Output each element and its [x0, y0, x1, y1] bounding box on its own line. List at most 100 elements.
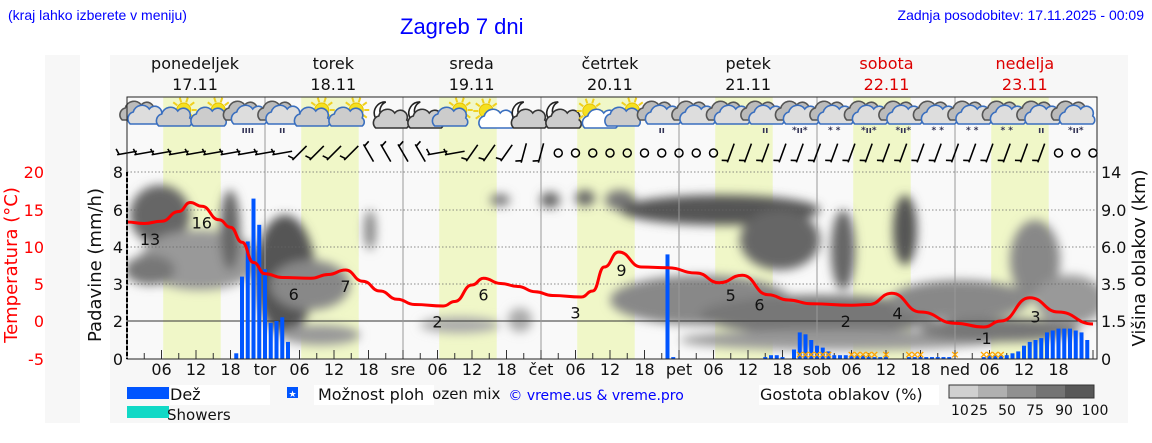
- temperature-label: 3: [1030, 308, 1040, 327]
- wind-barb-icon: [790, 143, 804, 163]
- sun-cloud-icon: [473, 98, 515, 129]
- x-tick-label: 06: [289, 360, 309, 379]
- wind-feather: [443, 148, 448, 155]
- day-name: sobota: [859, 54, 914, 73]
- sun-ray: [327, 101, 333, 107]
- cloud-height-tick-label: 0: [1101, 350, 1111, 369]
- cloud-shape: [1058, 104, 1096, 125]
- rain-bar: [981, 357, 986, 359]
- wind-shaft: [795, 143, 804, 163]
- wind-barb-icon: [461, 144, 479, 162]
- light-rain-icon: ıı: [740, 100, 785, 136]
- sun-ray: [448, 101, 454, 107]
- wind-feather: [515, 159, 522, 162]
- rain-bar: [861, 355, 865, 359]
- cloud-height-tick-label: 1.5: [1101, 312, 1126, 331]
- wind-shaft: [985, 143, 994, 163]
- wind-feather: [1014, 159, 1022, 162]
- rain-bar: [912, 357, 917, 359]
- page-title: Zagreb 7 dni: [400, 14, 524, 39]
- wind-barb-icon: [532, 143, 545, 163]
- wind-shaft: [1002, 143, 1011, 163]
- cloud-density-swatch: [1007, 385, 1036, 398]
- frozen-mix-marker: ×: [818, 348, 827, 361]
- rain-bar: [820, 347, 825, 359]
- wind-feather: [415, 140, 422, 147]
- precip-glyph: ıı: [1038, 126, 1044, 136]
- wind-barb-icon: [339, 145, 359, 161]
- wind-barb-icon: [945, 143, 960, 163]
- wind-shaft: [427, 150, 448, 156]
- wind-shaft: [1019, 143, 1029, 163]
- sun-ray: [465, 101, 471, 107]
- calm-wind-icon: [588, 148, 598, 158]
- cloud-density-tick: 10: [951, 403, 969, 419]
- sun-ray: [578, 114, 584, 120]
- wind-feather: [398, 140, 404, 147]
- wind-feather: [807, 159, 815, 162]
- wind-barb-icon: [756, 143, 770, 163]
- precip-glyph: *ıı*: [861, 126, 877, 136]
- daylight-band: [439, 97, 497, 359]
- sun-ray: [475, 114, 481, 120]
- wind-shaft: [916, 143, 925, 163]
- sleet-icon: *ıı*: [1050, 100, 1096, 136]
- rain-bar: [838, 355, 842, 359]
- sleet-icon: *ıı*: [843, 100, 889, 136]
- cloudy-icon: [705, 100, 751, 125]
- rain-bar: [855, 355, 860, 359]
- wind-shaft: [220, 150, 241, 156]
- rain-bar: [924, 357, 929, 359]
- showers-legend-label: Showers: [167, 406, 231, 424]
- wind-barb-icon: [380, 140, 392, 163]
- rain-bar: [792, 349, 796, 359]
- day-name: četrtek: [581, 54, 639, 73]
- moon-cloud-icon: [372, 101, 410, 129]
- wind-barb-icon: [495, 144, 513, 162]
- sun-ray: [578, 102, 584, 108]
- rain-bar: [240, 276, 244, 359]
- cloud-shape: [328, 106, 365, 127]
- frozen-mix-marker: ×: [991, 348, 1000, 361]
- sun-ray: [316, 97, 321, 103]
- rain-bar: [1068, 328, 1072, 359]
- wind-feather: [1032, 159, 1039, 162]
- rain-bar: [809, 340, 814, 359]
- frozen-mix-marker: ×: [858, 348, 867, 361]
- rain-bar: [884, 357, 888, 359]
- region-hint-link[interactable]: (kraj lahko izberete v meniju): [8, 7, 187, 23]
- x-tick-label: 18: [1048, 360, 1068, 379]
- light-rain-icon: ıı: [636, 100, 682, 136]
- cloud-shape: [372, 108, 410, 129]
- wind-feather: [532, 159, 539, 162]
- rain-legend-label: Dež: [170, 385, 201, 404]
- wind-feather: [478, 156, 485, 161]
- wind-barb-icon: [894, 143, 908, 163]
- wind-shaft: [520, 143, 528, 163]
- copyright-link[interactable]: © vreme.us & vreme.pro: [508, 388, 683, 404]
- sun-ray: [224, 101, 230, 107]
- wind-shaft: [362, 143, 375, 163]
- wind-shaft: [151, 150, 172, 156]
- cloud-shape: [155, 106, 193, 127]
- temperature-tick-label: 5: [34, 275, 44, 294]
- wind-shaft: [726, 143, 735, 163]
- day-name: sreda: [449, 54, 494, 73]
- rain-bar: [280, 317, 285, 359]
- frozen-mix-marker: ×: [950, 348, 959, 361]
- legend-label-bg: [759, 385, 939, 405]
- wind-shaft: [343, 145, 359, 161]
- sun-ray: [475, 102, 481, 108]
- rain-bar: [763, 357, 768, 359]
- x-tick-label: tor: [254, 360, 277, 379]
- x-tick-label: 12: [738, 360, 758, 379]
- x-tick-label: 18: [220, 360, 240, 379]
- calm-wind-icon: [674, 148, 684, 158]
- wind-shaft: [203, 150, 224, 156]
- rain-bar: [1022, 345, 1026, 359]
- wind-barb-icon: [807, 143, 822, 163]
- frozen-mix-marker: ×: [916, 348, 925, 361]
- cloudy-icon: [119, 100, 164, 125]
